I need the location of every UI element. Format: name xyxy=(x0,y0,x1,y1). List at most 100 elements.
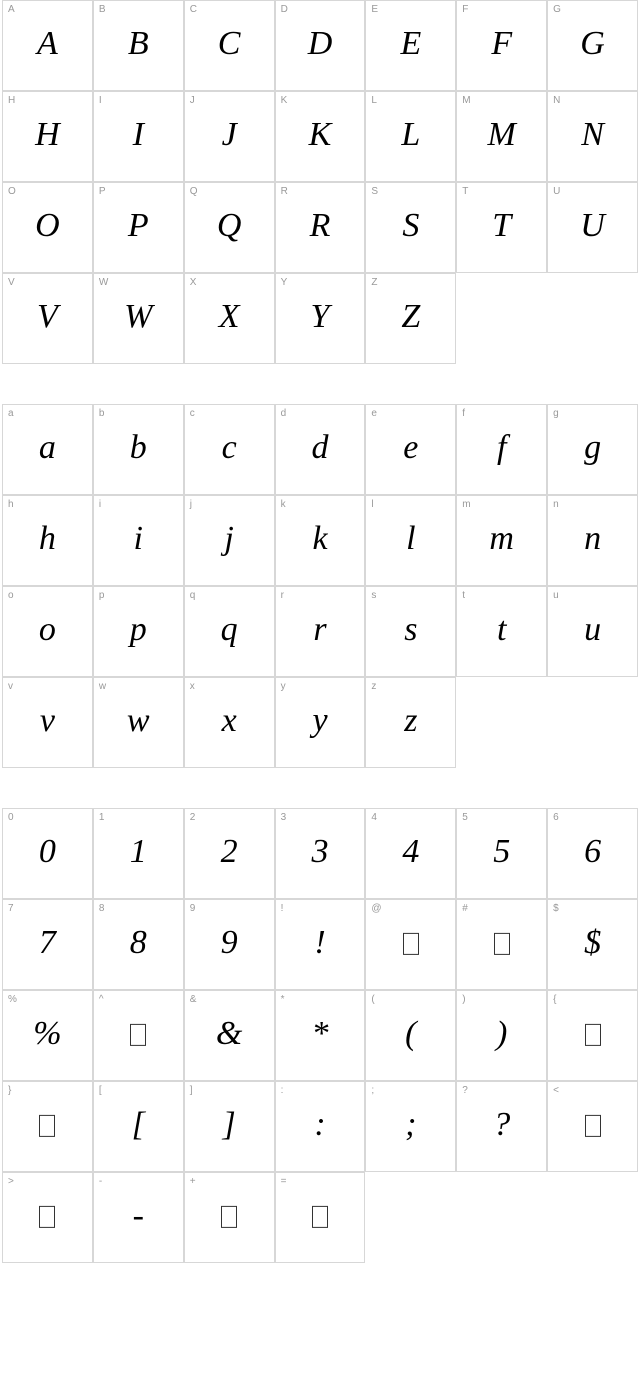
char-cell: ll xyxy=(365,495,456,586)
cell-label: t xyxy=(462,590,465,601)
char-cell: PP xyxy=(93,182,184,273)
glyph: 2 xyxy=(221,833,238,871)
cell-label: T xyxy=(462,186,468,197)
char-cell: SS xyxy=(365,182,456,273)
glyph: u xyxy=(584,611,601,649)
cell-label: ] xyxy=(190,1085,193,1096)
glyph: v xyxy=(40,702,55,740)
cell-label: J xyxy=(190,95,195,106)
glyph: ( xyxy=(405,1015,416,1053)
cell-label: f xyxy=(462,408,465,419)
char-cell: (( xyxy=(365,990,456,1081)
cell-label: ? xyxy=(462,1085,468,1096)
glyph: s xyxy=(404,611,417,649)
char-cell: GG xyxy=(547,0,638,91)
glyph: ] xyxy=(223,1106,236,1144)
cell-label: F xyxy=(462,4,468,15)
glyph: 3 xyxy=(311,833,328,871)
char-cell: -- xyxy=(93,1172,184,1263)
cell-label: [ xyxy=(99,1085,102,1096)
cell-empty xyxy=(456,677,547,768)
char-cell: ;; xyxy=(365,1081,456,1172)
cell-label: x xyxy=(190,681,195,692)
cell-label: e xyxy=(371,408,377,419)
cell-label: E xyxy=(371,4,378,15)
glyph-missing xyxy=(221,1205,237,1227)
cell-label: d xyxy=(281,408,287,419)
glyph: p xyxy=(130,611,147,649)
char-cell: ?? xyxy=(456,1081,547,1172)
char-cell: ee xyxy=(365,404,456,495)
char-cell: # xyxy=(456,899,547,990)
glyph: J xyxy=(222,116,237,154)
cell-label: Z xyxy=(371,277,377,288)
cell-label: L xyxy=(371,95,377,106)
cell-label: B xyxy=(99,4,106,15)
glyph: ? xyxy=(493,1106,510,1144)
char-cell: zz xyxy=(365,677,456,768)
glyph: G xyxy=(580,25,605,63)
cell-empty xyxy=(547,273,638,364)
cell-label: q xyxy=(190,590,196,601)
char-cell: YY xyxy=(275,273,366,364)
cell-label: R xyxy=(281,186,288,197)
cell-label: H xyxy=(8,95,15,106)
glyph: * xyxy=(311,1015,328,1053)
char-cell: 11 xyxy=(93,808,184,899)
glyph: - xyxy=(133,1197,144,1235)
char-cell: vv xyxy=(2,677,93,768)
glyph: r xyxy=(313,611,326,649)
glyph: C xyxy=(218,25,241,63)
char-cell: xx xyxy=(184,677,275,768)
glyph: O xyxy=(35,207,60,245)
glyph: 5 xyxy=(493,833,510,871)
char-cell: ff xyxy=(456,404,547,495)
char-cell: [[ xyxy=(93,1081,184,1172)
glyph-missing xyxy=(130,1023,146,1045)
cell-label: V xyxy=(8,277,15,288)
glyph-missing xyxy=(312,1205,328,1227)
char-cell: oo xyxy=(2,586,93,677)
cell-label: A xyxy=(8,4,15,15)
char-cell: pp xyxy=(93,586,184,677)
cell-label: r xyxy=(281,590,284,601)
glyph: c xyxy=(222,429,237,467)
char-cell: ww xyxy=(93,677,184,768)
cell-label: g xyxy=(553,408,559,419)
char-cell: RR xyxy=(275,182,366,273)
char-cell: uu xyxy=(547,586,638,677)
cell-empty xyxy=(456,273,547,364)
char-cell: 77 xyxy=(2,899,93,990)
grid-lowercase: aabbccddeeffgghhiijjkkllmmnnooppqqrrsstt… xyxy=(2,404,638,768)
cell-label: < xyxy=(553,1085,559,1096)
glyph: 0 xyxy=(39,833,56,871)
glyph: t xyxy=(497,611,506,649)
char-cell: ** xyxy=(275,990,366,1081)
cell-label: > xyxy=(8,1176,14,1187)
glyph-missing xyxy=(39,1114,55,1136)
char-cell: jj xyxy=(184,495,275,586)
char-cell: UU xyxy=(547,182,638,273)
char-cell: XX xyxy=(184,273,275,364)
glyph: $ xyxy=(584,924,601,962)
cell-empty xyxy=(456,1172,547,1263)
glyph: W xyxy=(124,298,152,336)
glyph: a xyxy=(39,429,56,467)
section-uppercase: AABBCCDDEEFFGGHHIIJJKKLLMMNNOOPPQQRRSSTT… xyxy=(0,0,640,364)
cell-label: 2 xyxy=(190,812,196,823)
char-cell: mm xyxy=(456,495,547,586)
glyph-missing xyxy=(403,932,419,954)
cell-label: ! xyxy=(281,903,284,914)
glyph-missing xyxy=(494,932,510,954)
cell-label: w xyxy=(99,681,106,692)
grid-symbols: 00112233445566778899!!@#$$%%^&&**(()){}[… xyxy=(2,808,638,1263)
char-cell: 66 xyxy=(547,808,638,899)
glyph: 6 xyxy=(584,833,601,871)
cell-label: c xyxy=(190,408,195,419)
char-cell: II xyxy=(93,91,184,182)
cell-label: * xyxy=(281,994,285,1005)
cell-label: 6 xyxy=(553,812,559,823)
glyph: k xyxy=(312,520,327,558)
cell-label: ( xyxy=(371,994,374,1005)
char-cell: CC xyxy=(184,0,275,91)
